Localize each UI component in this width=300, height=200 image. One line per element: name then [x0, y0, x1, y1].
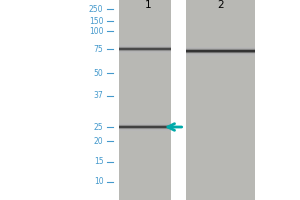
Text: 1: 1 [145, 0, 152, 10]
Bar [118, 49, 171, 50]
Bar [118, 125, 171, 126]
Text: 100: 100 [89, 26, 103, 36]
Bar [186, 54, 255, 55]
Bar [186, 51, 255, 52]
Bar [118, 52, 171, 53]
Text: 10: 10 [94, 178, 104, 186]
Bar [118, 47, 171, 48]
Bar [118, 128, 171, 129]
Text: 20: 20 [94, 136, 104, 146]
Bar [186, 48, 255, 49]
Bar [118, 50, 171, 51]
Text: 50: 50 [94, 68, 103, 77]
Text: 250: 250 [89, 4, 103, 14]
Bar [118, 126, 171, 127]
Bar [118, 46, 171, 47]
Bar [186, 47, 255, 48]
Text: 150: 150 [89, 17, 103, 25]
Text: 37: 37 [94, 92, 103, 100]
Text: 75: 75 [94, 45, 103, 53]
Bar [118, 123, 171, 124]
Bar [118, 129, 171, 130]
Text: 25: 25 [94, 122, 104, 132]
Bar [118, 0, 171, 200]
Bar [118, 127, 171, 128]
Bar [186, 0, 255, 200]
Text: 15: 15 [94, 158, 104, 166]
Text: 2: 2 [217, 0, 224, 10]
Bar [186, 50, 255, 51]
Bar [118, 124, 171, 125]
Bar [118, 130, 171, 131]
Bar [118, 51, 171, 52]
Bar [186, 53, 255, 54]
Bar [118, 48, 171, 49]
Bar [118, 45, 171, 46]
